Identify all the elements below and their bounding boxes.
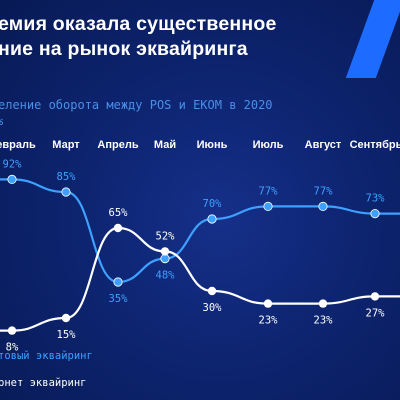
ecom-data-label: 65% [109, 207, 129, 219]
ecom-data-label: 23% [259, 315, 279, 327]
pos-data-point [370, 209, 380, 219]
ecom-data-label: 23% [314, 315, 334, 327]
ecom-data-label: 8% [6, 342, 19, 354]
month-label: Май [154, 139, 176, 151]
ecom-data-point [370, 292, 380, 301]
ecom-data-point [160, 247, 170, 256]
month-label: Июнь [197, 139, 228, 151]
pos-data-point [160, 254, 170, 264]
month-label: Сентябрь [350, 139, 400, 151]
ecom-data-label: 30% [203, 302, 223, 314]
pos-data-point [7, 174, 17, 184]
ecom-data-point [318, 299, 328, 308]
pos-data-label: 70% [203, 198, 223, 210]
month-label: евраль [0, 139, 36, 151]
month-label: Июль [253, 139, 284, 151]
month-label: Апрель [97, 139, 138, 151]
ecom-data-label: 15% [57, 329, 77, 341]
pos-data-label: 77% [314, 185, 334, 197]
legend-pos-acquiring: товый эквайринг [0, 350, 93, 362]
month-label: Март [52, 139, 80, 151]
month-label: Август [305, 139, 342, 151]
ecom-series-line [0, 226, 400, 332]
ecom-data-point [61, 313, 71, 323]
slide-title-line-1: емия оказала существенное [0, 13, 277, 35]
legend-internet-acquiring: рнет эквайринг [0, 377, 87, 389]
ecom-data-point [263, 299, 273, 308]
chart-subtitle-unit: % [0, 114, 3, 128]
chart-subtitle: еление оборота между POS и ЕКОМ в 2020 [0, 98, 273, 112]
pos-data-label: 77% [259, 185, 279, 197]
pos-data-point [207, 214, 217, 224]
ecom-data-point [207, 286, 217, 296]
ecom-data-point [113, 223, 123, 233]
pos-series-line [0, 178, 400, 284]
pos-data-point [113, 277, 123, 287]
ecom-data-point [7, 326, 17, 335]
ecom-data-label: 27% [366, 307, 386, 319]
slide-title-line-2: ние на рынок эквайринга [0, 38, 248, 60]
pos-data-label: 73% [366, 193, 386, 205]
pos-data-label: 85% [57, 171, 77, 183]
pos-data-point [263, 201, 273, 211]
pos-data-label: 35% [109, 293, 129, 305]
ecom-data-label: 52% [156, 230, 176, 242]
pos-data-label: 48% [156, 270, 176, 282]
pos-data-point [61, 187, 71, 197]
pos-data-label: 92% [3, 158, 23, 170]
pos-data-point [318, 201, 328, 211]
